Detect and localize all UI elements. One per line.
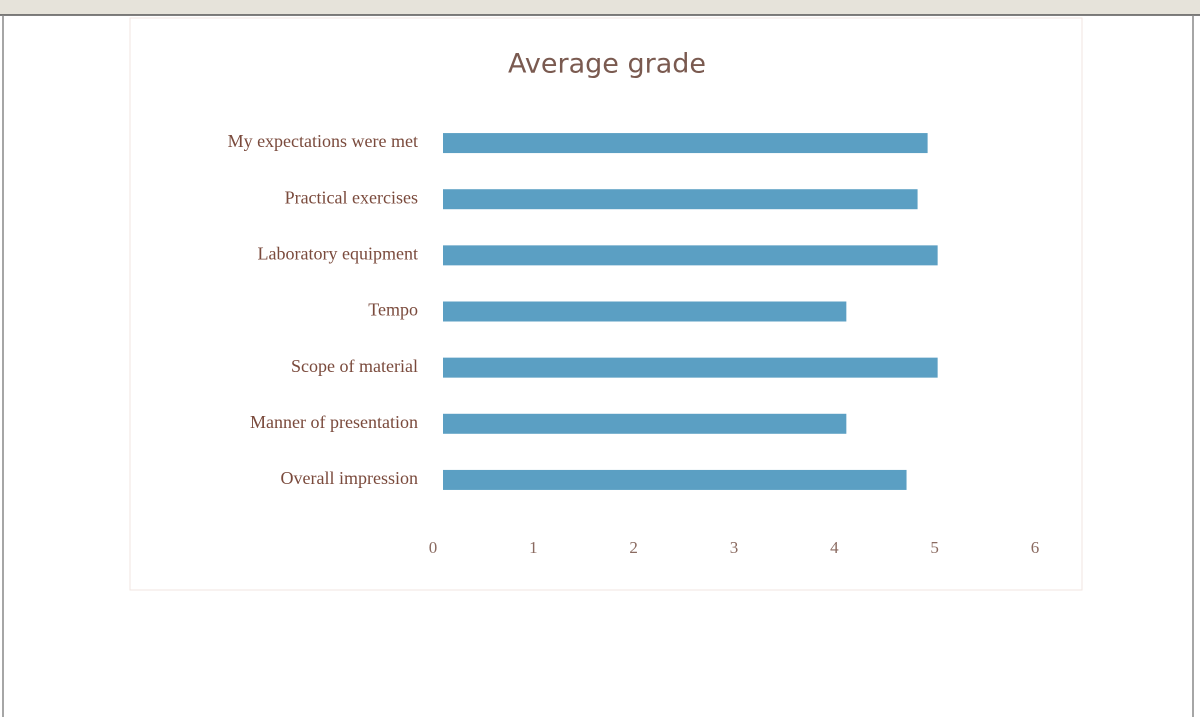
y-tick-label: Tempo xyxy=(368,300,418,320)
x-tick-label: 6 xyxy=(1031,538,1040,557)
bar xyxy=(443,189,918,210)
y-tick-label: Practical exercises xyxy=(285,187,418,207)
y-tick-label: My expectations were met xyxy=(228,131,418,151)
chart-area xyxy=(129,17,1083,591)
x-tick-label: 4 xyxy=(830,538,839,557)
bar xyxy=(443,413,847,434)
x-tick-label: 5 xyxy=(930,538,939,557)
x-tick-label: 1 xyxy=(529,538,538,557)
x-tick-label: 3 xyxy=(730,538,739,557)
y-tick-label: Manner of presentation xyxy=(250,412,418,432)
x-tick-label: 0 xyxy=(429,538,438,557)
bar xyxy=(443,357,938,378)
chart-title: Average grade xyxy=(508,49,706,80)
top-strip xyxy=(0,0,1200,15)
y-tick-label: Scope of material xyxy=(291,356,418,376)
x-tick-label: 2 xyxy=(629,538,638,557)
bar xyxy=(443,301,847,322)
bar xyxy=(443,469,907,490)
bar xyxy=(443,133,928,154)
bar xyxy=(443,245,938,266)
y-tick-label: Overall impression xyxy=(281,468,418,488)
y-tick-label: Laboratory equipment xyxy=(258,243,418,263)
